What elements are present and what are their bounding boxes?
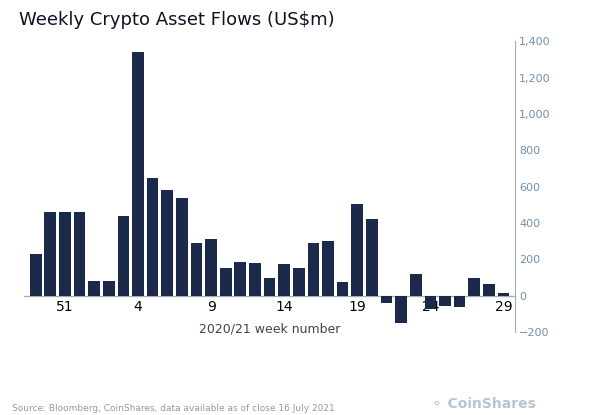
Bar	[454, 295, 465, 308]
Bar	[366, 220, 378, 295]
Bar	[322, 241, 334, 295]
Bar	[425, 295, 436, 309]
Bar	[74, 212, 86, 295]
Bar	[249, 263, 261, 295]
X-axis label: 2020/21 week number: 2020/21 week number	[199, 322, 340, 335]
Bar	[439, 295, 451, 306]
Text: Weekly Crypto Asset Flows (US$m): Weekly Crypto Asset Flows (US$m)	[19, 11, 335, 29]
Bar	[293, 269, 305, 295]
Text: Source: Bloomberg, CoinShares, data available as of close 16 July 2021: Source: Bloomberg, CoinShares, data avai…	[12, 404, 335, 413]
Bar	[117, 216, 129, 295]
Bar	[190, 243, 202, 295]
Bar	[410, 274, 422, 295]
Bar	[88, 281, 100, 295]
Bar	[337, 282, 349, 295]
Bar	[264, 278, 276, 295]
Bar	[103, 281, 114, 295]
Bar	[468, 278, 480, 295]
Bar	[307, 243, 319, 295]
Bar	[44, 212, 56, 295]
Bar	[132, 52, 144, 295]
Bar	[234, 262, 246, 295]
Bar	[279, 264, 290, 295]
Bar	[220, 269, 232, 295]
Bar	[161, 190, 173, 295]
Bar	[498, 293, 509, 295]
Bar	[380, 295, 392, 303]
Bar	[352, 204, 363, 295]
Text: ⚬ CoinShares: ⚬ CoinShares	[431, 397, 536, 411]
Bar	[395, 295, 407, 323]
Bar	[147, 178, 159, 295]
Bar	[30, 254, 41, 295]
Bar	[483, 284, 495, 295]
Bar	[205, 239, 217, 295]
Bar	[59, 212, 71, 295]
Bar	[176, 198, 187, 295]
